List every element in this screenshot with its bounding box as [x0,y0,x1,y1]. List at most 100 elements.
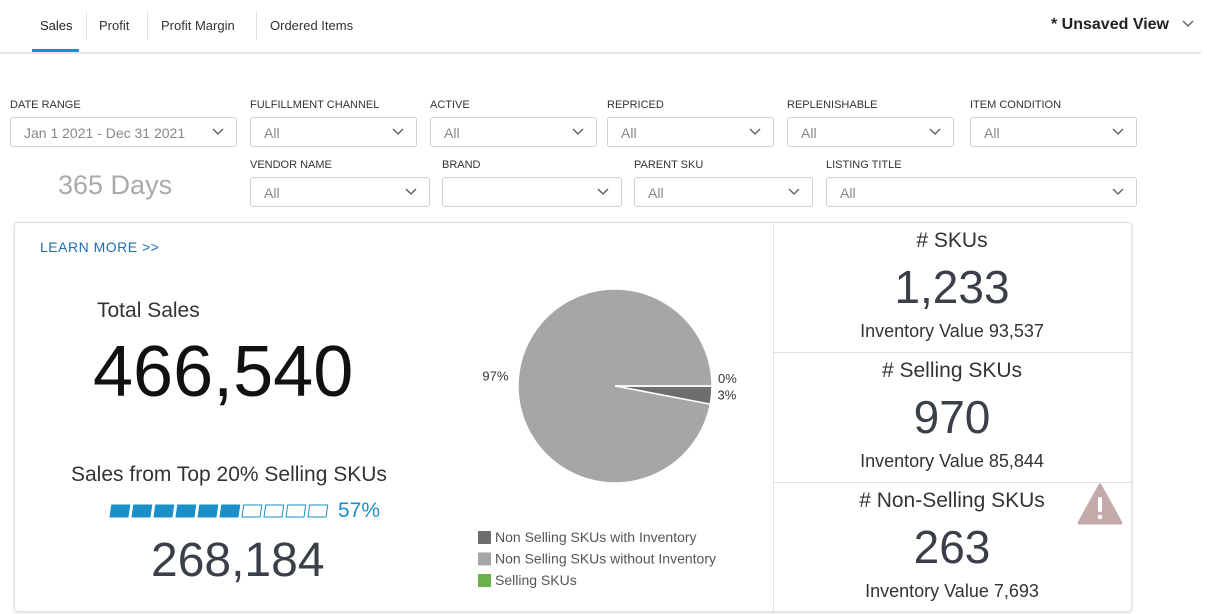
progress-block-empty [285,504,307,518]
filter-label: PARENT SKU [634,159,704,171]
filter-label: REPRICED [607,99,664,111]
kpi-sub: Inventory Value 85,844 [860,451,1044,471]
kpi-value: 970 [913,391,991,443]
kpi-value: 263 [913,521,991,573]
chevron-line [1112,128,1124,136]
filter-label: DATE RANGE [10,99,81,111]
dropdown-chevron [392,128,404,136]
days-label: 365 Days [58,170,173,200]
progress-block-filled [131,504,153,518]
legend-label: Selling SKUs [495,572,577,588]
dropdown-chevron [929,128,941,136]
filter-value: All [840,185,856,201]
progress-block-empty [307,504,329,518]
pie-label: 97% [482,368,508,383]
kpi-title: # SKUs [916,229,988,252]
view-chevron [1182,20,1194,28]
kpi-title: # Non-Selling SKUs [859,489,1045,512]
dropdown-chevron [749,128,761,136]
filter-value: All [264,125,280,141]
filter-label: REPLENISHABLE [787,99,878,111]
filter-dropdown[interactable] [442,177,622,207]
kpi-sub: Inventory Value 93,537 [860,321,1044,341]
active-tab-indicator [32,49,79,52]
chevron-line [392,128,404,136]
dropdown-chevron [788,188,800,196]
filter-label: ACTIVE [430,99,470,111]
chevron-line [929,128,941,136]
progress-block-filled [109,504,131,518]
tab-separator [256,12,257,40]
divider [774,352,1131,353]
progress-block-empty [263,504,285,518]
legend-swatch [478,552,491,566]
tab[interactable]: Ordered Items [270,18,354,33]
filter-label: ITEM CONDITION [970,99,1062,111]
filter-dropdown[interactable]: All [250,117,417,147]
dropdown-chevron [597,188,609,196]
filter-dropdown[interactable]: All [634,177,813,207]
filter-label: VENDOR NAME [250,159,332,171]
tab[interactable]: Sales [40,18,73,33]
learn-more-link[interactable]: LEARN MORE >> [40,239,160,255]
top-bar: Sales Profit Profit Margin Ordered Items… [0,0,1201,54]
filter-value: All [984,125,1000,141]
view-selector[interactable]: * Unsaved View [1051,16,1169,33]
top-sales-value: 268,184 [151,534,325,587]
filter-dropdown[interactable]: Jan 1 2021 - Dec 31 2021 [10,117,237,147]
chevron-line [1112,188,1124,196]
filter-label: FULFILLMENT CHANNEL [250,99,380,111]
filter-dropdown[interactable]: All [607,117,774,147]
pie-label: 3% [718,388,737,403]
warning-icon [1077,483,1123,525]
filter-value: All [444,125,460,141]
dropdown-chevron [572,128,584,136]
dropdown-chevron [405,188,417,196]
dropdown-chevron [1112,188,1124,196]
filter-value: All [621,125,637,141]
filter-dropdown[interactable]: All [430,117,597,147]
progress-block-filled [197,504,219,518]
tab[interactable]: Profit Margin [161,18,235,33]
tab-separator [147,12,148,40]
progress-block-filled [175,504,197,518]
tab[interactable]: Profit [99,18,130,33]
top-sales-percent: 57% [338,499,381,522]
pie-chart: 3% 97% 0% Non Selling SKUs with Inventory No… [478,288,737,588]
pie-label: 0% [718,371,737,386]
dropdown-chevron [1112,128,1124,136]
divider [774,482,1131,483]
kpi-sub: Inventory Value 7,693 [865,581,1039,601]
filter-value: Jan 1 2021 - Dec 31 2021 [24,125,186,141]
chevron-line [572,128,584,136]
legend-swatch [478,574,491,587]
filter-value: All [264,185,280,201]
progress-bar [109,504,329,518]
chevron-line [597,188,609,196]
filter-label: BRAND [442,159,481,171]
tab-separator [86,12,87,40]
kpi-value: 1,233 [894,261,1010,313]
chevron-line [212,128,224,136]
progress-block-filled [153,504,175,518]
filter-dropdown[interactable]: All [250,177,430,207]
filter-value: All [801,125,817,141]
filter-dropdown[interactable]: All [787,117,954,147]
kpi-title: # Selling SKUs [881,359,1023,382]
total-sales-value: 466,540 [93,332,354,412]
chevron-line [788,188,800,196]
filter-label: LISTING TITLE [826,159,902,171]
legend-label: Non Selling SKUs with Inventory [495,529,697,545]
legend-swatch [478,531,491,544]
chevron-line [405,188,417,196]
progress-block-filled [219,504,241,518]
progress-block-empty [241,504,263,518]
filter-dropdown[interactable]: All [826,177,1137,207]
dropdown-chevron [212,128,224,136]
total-sales-label: Total Sales [97,299,200,322]
chevron-line [749,128,761,136]
filter-dropdown[interactable]: All [970,117,1137,147]
top-sales-label: Sales from Top 20% Selling SKUs [71,463,387,486]
filter-value: All [648,185,664,201]
